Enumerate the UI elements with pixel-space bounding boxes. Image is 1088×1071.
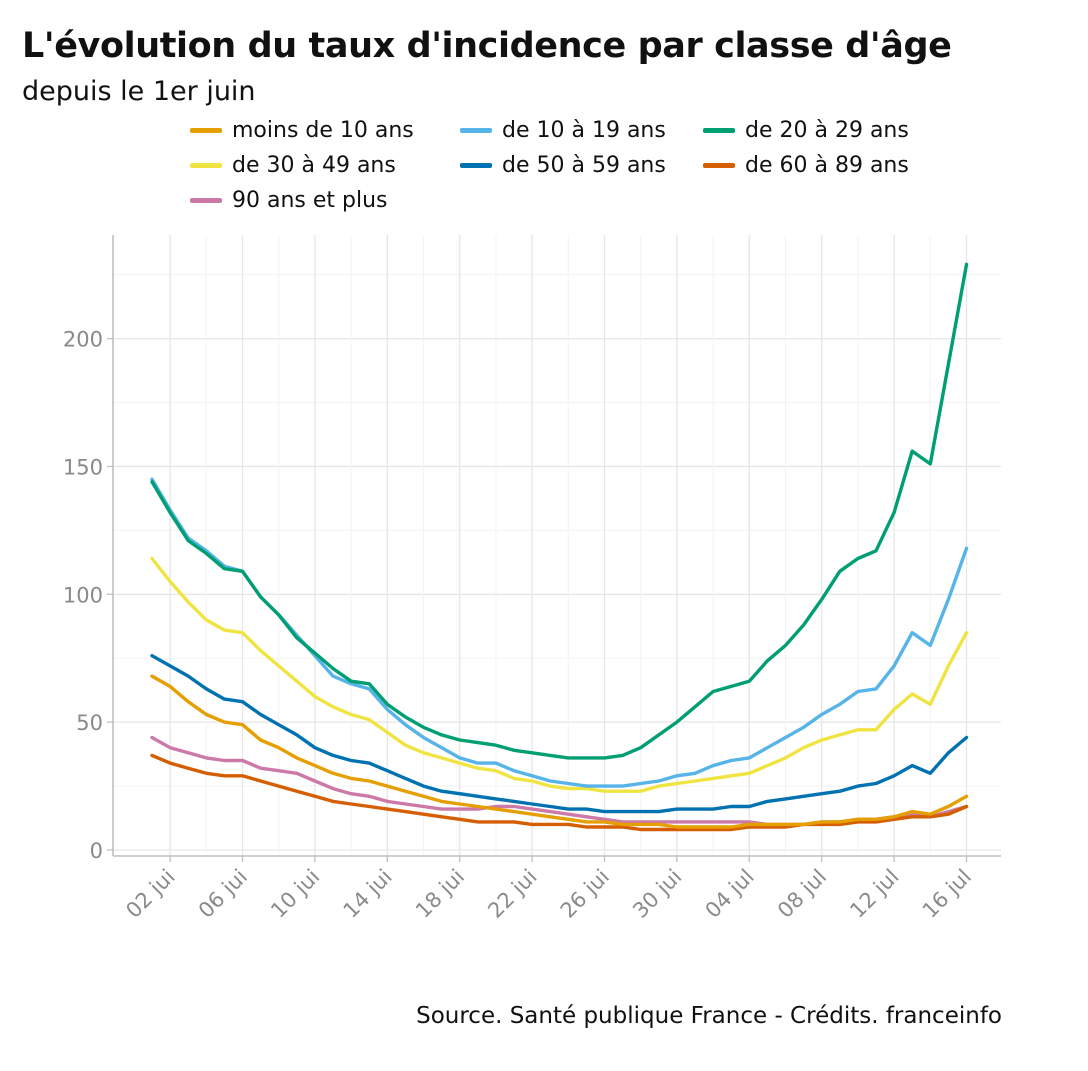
chart-legend: moins de 10 ans de 10 à 19 ans de 20 à 2… (190, 118, 990, 228)
series-line-5 (150, 753, 969, 832)
series-line-1 (150, 477, 969, 788)
legend-item-5: de 60 à 89 ans (703, 153, 909, 178)
x-tick-label: 10 jui (266, 865, 324, 923)
x-tick-label: 02 jui (121, 865, 179, 923)
legend-swatch-5 (703, 163, 735, 168)
chart-subtitle: depuis le 1er juin (22, 76, 256, 107)
series-lines (150, 262, 969, 832)
y-tick-label: 0 (90, 839, 103, 863)
legend-swatch-3 (190, 163, 222, 168)
grid-lines (113, 235, 1001, 856)
legend-item-2: de 20 à 29 ans (703, 118, 909, 143)
legend-swatch-4 (460, 163, 492, 168)
legend-item-3: de 30 à 49 ans (190, 153, 396, 178)
y-tick-label: 50 (76, 711, 103, 735)
y-tick-label: 100 (63, 583, 103, 607)
source-credit: Source. Santé publique France - Crédits.… (416, 1003, 1002, 1029)
chart-title: L'évolution du taux d'incidence par clas… (22, 26, 952, 66)
x-tick-label: 22 jui (483, 865, 541, 923)
legend-label-4: de 50 à 59 ans (502, 153, 666, 178)
x-tick-label: 04 jul (701, 865, 759, 923)
legend-swatch-0 (190, 128, 222, 133)
x-tick-label: 08 jul (773, 865, 831, 923)
legend-swatch-6 (190, 198, 222, 203)
y-tick-label: 150 (63, 455, 103, 479)
legend-label-5: de 60 à 89 ans (745, 153, 909, 178)
legend-item-4: de 50 à 59 ans (460, 153, 666, 178)
x-tick-label: 12 jul (845, 865, 903, 923)
series-line-2 (150, 262, 969, 760)
y-tick-label: 200 (63, 328, 103, 352)
series-line-0 (150, 674, 969, 829)
legend-label-0: moins de 10 ans (232, 118, 414, 143)
legend-label-3: de 30 à 49 ans (232, 153, 396, 178)
series-line-3 (150, 556, 969, 793)
legend-item-1: de 10 à 19 ans (460, 118, 666, 143)
x-tick-label: 26 jui (556, 865, 614, 923)
legend-label-1: de 10 à 19 ans (502, 118, 666, 143)
legend-label-6: 90 ans et plus (232, 188, 388, 213)
legend-item-0: moins de 10 ans (190, 118, 414, 143)
x-tick-label: 30 jui (628, 865, 686, 923)
legend-label-2: de 20 à 29 ans (745, 118, 909, 143)
x-tick-label: 18 jui (411, 865, 469, 923)
x-tick-label: 14 jui (339, 865, 397, 923)
x-tick-label: 06 jui (194, 865, 252, 923)
tick-labels: 0 50 100 150 200 02 jui 06 jui 10 jui 14 jui 18 j… (63, 328, 976, 923)
legend-swatch-2 (703, 128, 735, 133)
legend-item-6: 90 ans et plus (190, 188, 388, 213)
legend-swatch-1 (460, 128, 492, 133)
x-tick-label: 16 jul (918, 865, 976, 923)
series-line-4 (150, 654, 969, 814)
